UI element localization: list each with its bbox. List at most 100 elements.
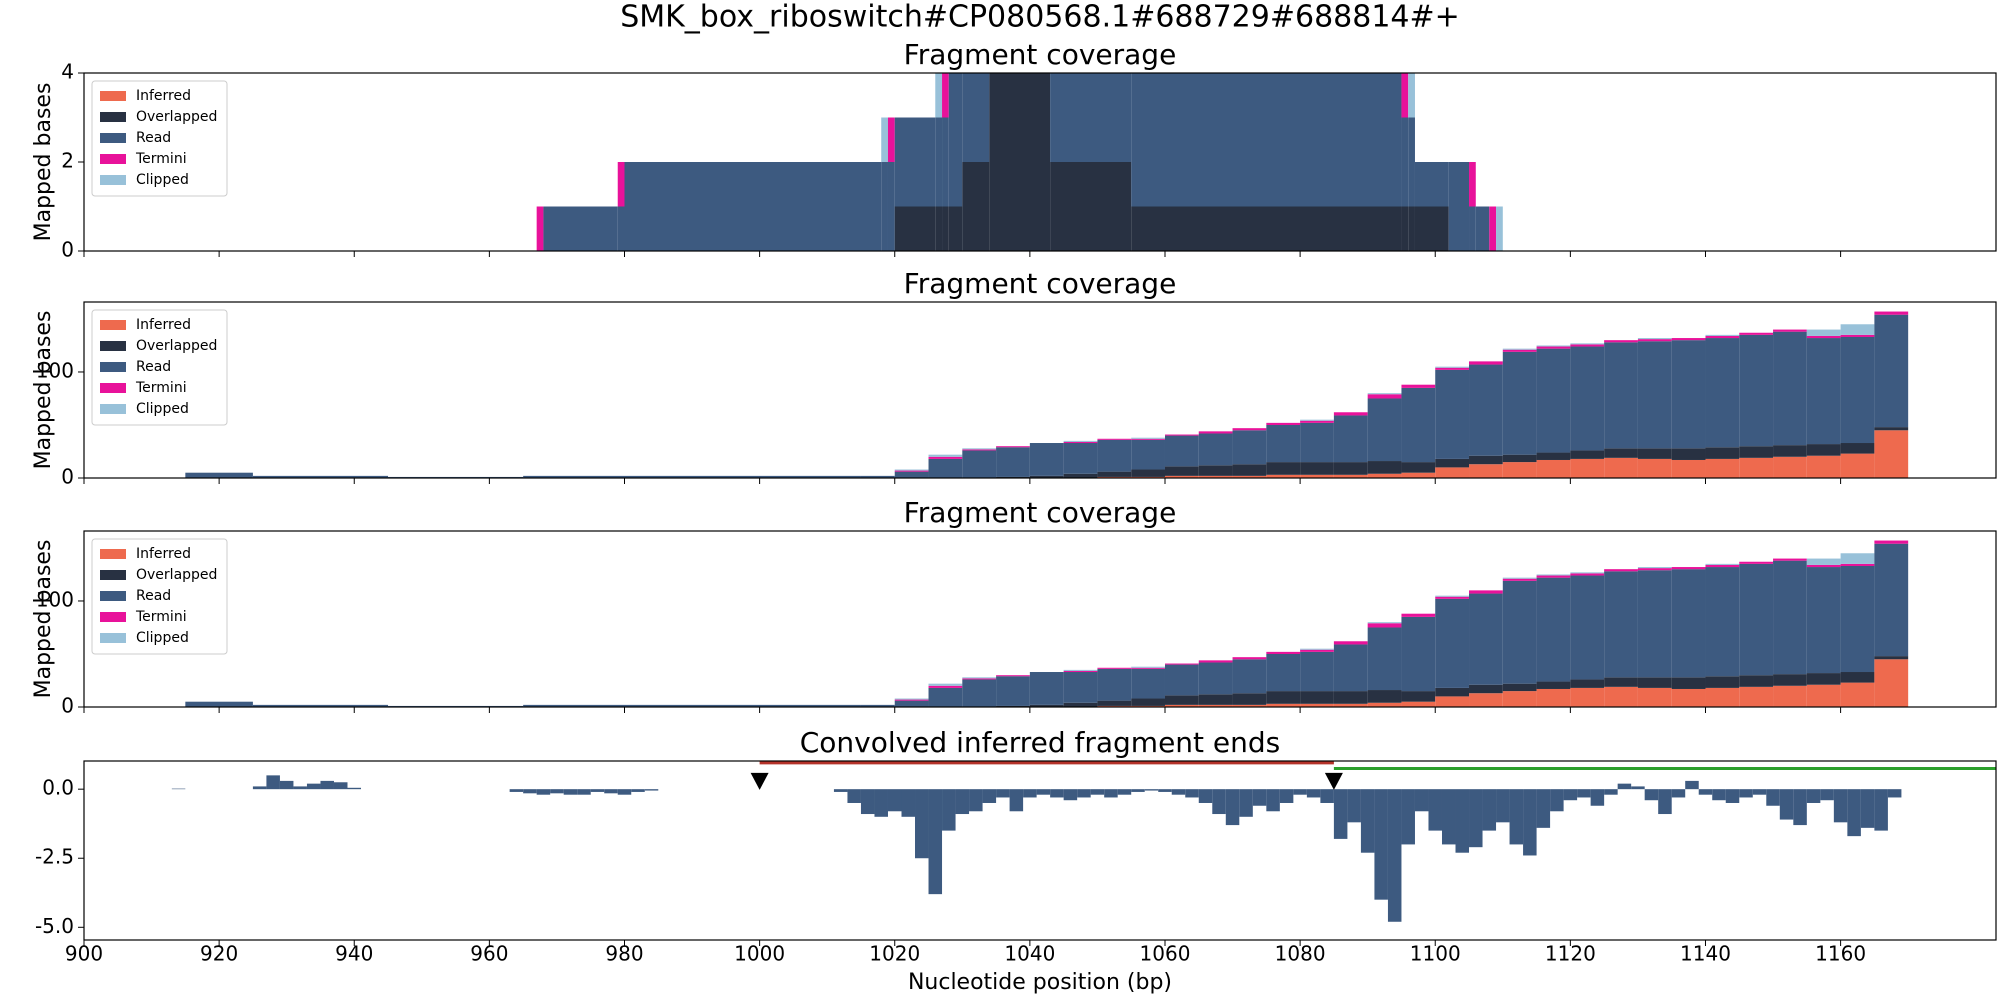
coverage-segment	[523, 704, 861, 707]
legend-label: Clipped	[136, 630, 189, 646]
coverage-segment	[1489, 206, 1497, 251]
coverage-segment	[1536, 452, 1571, 460]
coverage-segment	[1097, 700, 1132, 706]
coverage-segment	[1502, 462, 1537, 478]
legend-label: Inferred	[136, 317, 191, 333]
coverage-segment	[1502, 454, 1537, 463]
coverage-segment	[1164, 663, 1199, 665]
coverage-segment	[1435, 687, 1470, 697]
bar	[1144, 789, 1159, 791]
coverage-segment	[1435, 366, 1470, 368]
coverage-segment	[1029, 704, 1064, 707]
coverage-segment	[942, 73, 949, 118]
bar	[860, 789, 875, 815]
bar	[1009, 789, 1024, 812]
coverage-segment	[1536, 575, 1571, 578]
bar	[631, 789, 645, 792]
bar	[1806, 789, 1821, 803]
coverage-segment	[1029, 443, 1064, 476]
coverage-segment	[1671, 569, 1706, 678]
coverage-segment	[1806, 567, 1841, 674]
coverage-segment	[894, 469, 929, 471]
bar	[1050, 789, 1064, 798]
coverage-segment	[1705, 687, 1740, 707]
y-axis-label: Mapped bases	[31, 311, 56, 470]
coverage-segment	[1266, 651, 1301, 654]
panel-title: Fragment coverage	[904, 267, 1177, 300]
bar	[1293, 789, 1307, 795]
coverage-segment	[1739, 332, 1774, 335]
bar	[1185, 789, 1199, 798]
coverage-segment	[1050, 73, 1132, 162]
panel-title: Fragment coverage	[904, 496, 1177, 529]
coverage-segment	[1570, 458, 1605, 478]
coverage-segment	[1637, 567, 1672, 569]
coverage-segment	[1232, 704, 1267, 707]
coverage-segment	[1840, 672, 1875, 683]
coverage-segment	[624, 162, 882, 251]
x-axis-label: Nucleotide position (bp)	[908, 970, 1172, 995]
coverage-segment	[1063, 670, 1098, 673]
coverage-segment	[942, 206, 949, 251]
coverage-segment	[1401, 462, 1436, 473]
bar	[1117, 789, 1132, 795]
coverage-segment	[1435, 369, 1470, 459]
coverage-segment	[1773, 456, 1807, 478]
coverage-segment	[1604, 571, 1638, 678]
coverage-segment	[1637, 458, 1672, 478]
coverage-segment	[617, 206, 625, 251]
coverage-segment	[1570, 575, 1605, 680]
coverage-segment	[1570, 679, 1605, 688]
coverage-segment	[1333, 641, 1368, 645]
legend-swatch	[100, 320, 126, 330]
coverage-segment	[894, 699, 929, 701]
coverage-segment	[1408, 73, 1415, 118]
y-tick-label: 100	[36, 358, 74, 382]
coverage-segment	[1198, 694, 1233, 705]
coverage-segment	[1401, 206, 1409, 251]
coverage-segment	[1097, 667, 1132, 669]
coverage-segment	[1874, 430, 1909, 478]
bar	[644, 789, 659, 791]
coverage-segment	[1874, 656, 1909, 660]
coverage-segment	[1604, 342, 1638, 449]
coverage-segment	[1063, 441, 1098, 444]
coverage-segment	[1300, 691, 1334, 704]
coverage-segment	[1131, 437, 1165, 439]
coverage-segment	[1063, 672, 1098, 703]
bar	[1590, 789, 1605, 806]
bar	[1482, 789, 1497, 831]
x-tick-label: 1000	[734, 942, 785, 966]
legend-swatch	[100, 633, 126, 643]
coverage-segment	[1604, 677, 1638, 687]
coverage-segment	[1840, 443, 1875, 454]
coverage-segment	[1637, 568, 1672, 571]
bar	[969, 789, 983, 812]
x-tick-label: 960	[470, 942, 508, 966]
coverage-segment	[1131, 439, 1165, 470]
coverage-segment	[1414, 162, 1449, 207]
coverage-segment	[1705, 447, 1740, 459]
coverage-segment	[996, 446, 1030, 448]
y-tick-label: 0	[61, 238, 74, 262]
coverage-segment	[1401, 613, 1436, 617]
coverage-segment	[1164, 695, 1199, 705]
coverage-segment	[1705, 567, 1740, 677]
coverage-segment	[1063, 702, 1098, 707]
coverage-segment	[1435, 595, 1470, 597]
coverage-segment	[1050, 162, 1132, 251]
coverage-segment	[887, 162, 895, 251]
triangle-marker	[750, 772, 769, 790]
coverage-segment	[1401, 117, 1409, 207]
x-tick-label: 940	[335, 942, 373, 966]
panel-title: Convolved inferred fragment ends	[800, 726, 1281, 759]
bar	[874, 789, 888, 817]
bar	[523, 789, 537, 794]
coverage-segment	[1570, 344, 1605, 347]
coverage-segment	[1773, 674, 1807, 686]
coverage-segment	[1806, 335, 1841, 339]
bar	[901, 789, 916, 817]
bar	[347, 787, 362, 790]
